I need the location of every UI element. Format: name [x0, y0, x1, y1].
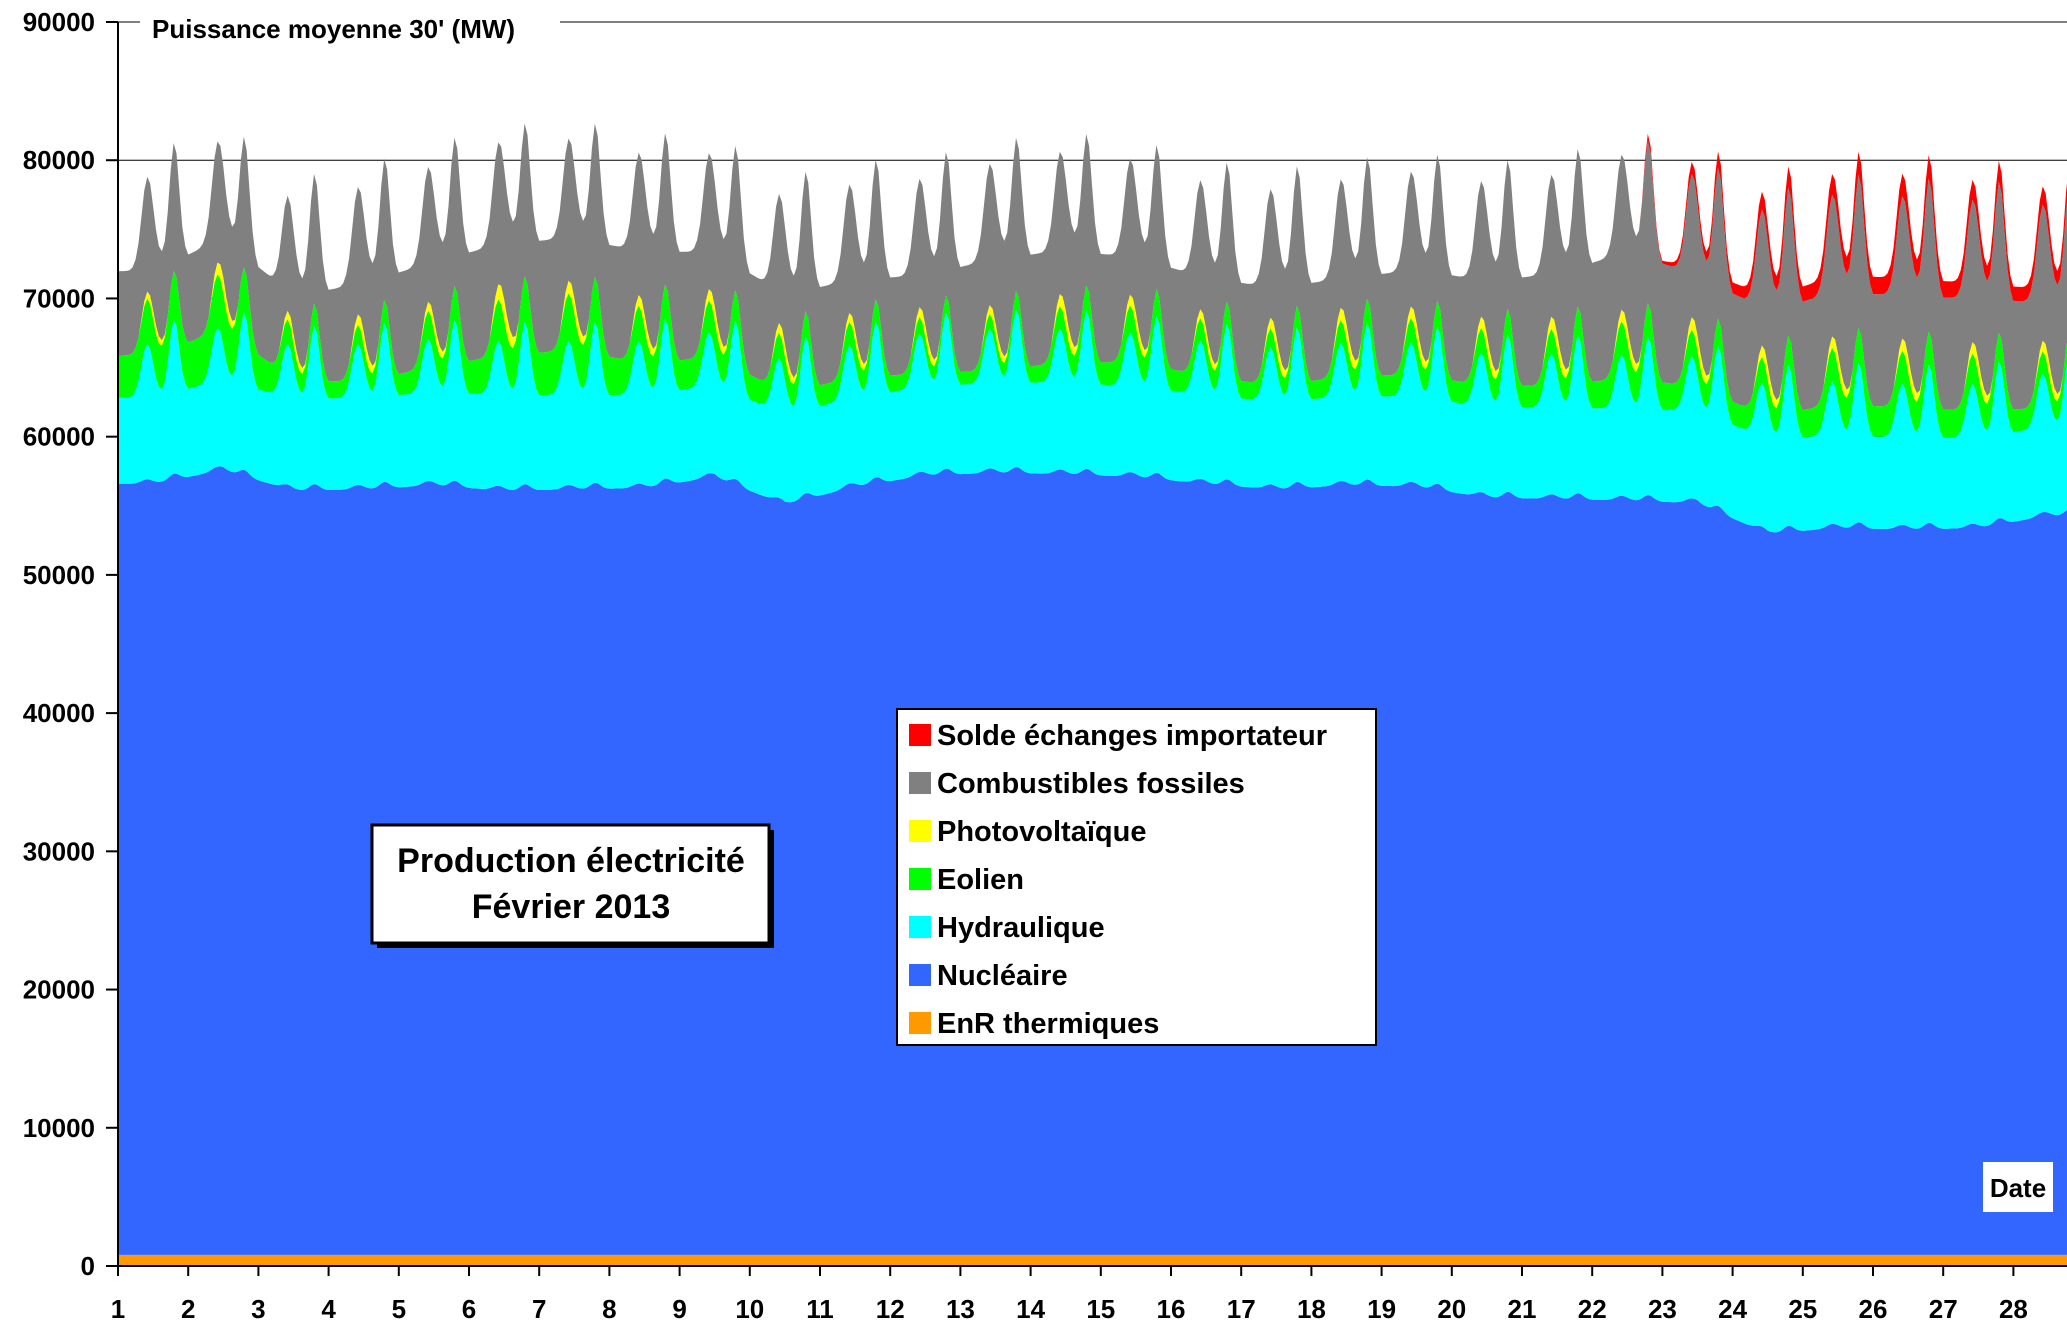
x-tick-label: 13: [946, 1294, 975, 1324]
legend-swatch: [909, 964, 931, 986]
area-series: [118, 262, 2067, 411]
x-tick-label: 18: [1297, 1294, 1326, 1324]
x-tick-label: 5: [392, 1294, 406, 1324]
x-tick-label: 11: [806, 1294, 834, 1324]
area-series: [118, 123, 2067, 302]
x-axis-label: Date: [1990, 1173, 2046, 1203]
title-box: [370, 823, 771, 945]
x-tick-label: 12: [876, 1294, 905, 1324]
x-tick-label: 8: [602, 1294, 616, 1324]
legend-label: Hydraulique: [937, 912, 1105, 944]
legend-swatch: [909, 820, 931, 842]
legend-swatch: [909, 772, 931, 794]
legend-label: Combustibles fossiles: [937, 768, 1245, 800]
y-tick-label: 0: [81, 1251, 95, 1281]
y-axis-label-bg: [140, 10, 560, 44]
legend-label: Photovoltaïque: [937, 816, 1146, 848]
legend-swatch: [909, 916, 931, 938]
x-tick-label: 23: [1648, 1294, 1677, 1324]
x-tick-label: 27: [1929, 1294, 1958, 1324]
y-tick-label: 30000: [23, 836, 95, 866]
x-tick-label: 19: [1367, 1294, 1396, 1324]
y-axis-label: Puissance moyenne 30' (MW): [152, 14, 515, 44]
y-tick-label: 90000: [23, 7, 95, 37]
x-tick-label: 24: [1718, 1294, 1747, 1324]
legend-box: [896, 708, 1377, 1046]
x-tick-label: 4: [321, 1294, 336, 1324]
x-tick-label: 6: [462, 1294, 476, 1324]
legend-label: Nucléaire: [937, 960, 1068, 992]
y-tick-label: 60000: [23, 422, 95, 452]
x-tick-label: 1: [111, 1294, 125, 1324]
y-tick-labels: 0 10000 20000 30000 40000 50000 60000 70000 8000…: [23, 7, 118, 1281]
x-tick-label: 10: [735, 1294, 764, 1324]
area-series: [118, 1254, 2067, 1266]
legend-label: Solde échanges importateur: [937, 720, 1327, 752]
legend-label: Eolien: [937, 864, 1024, 896]
legend-swatch: [909, 1012, 931, 1034]
x-tick-label: 7: [532, 1294, 546, 1324]
x-tick-label: 15: [1086, 1294, 1115, 1324]
x-tick-label: 20: [1437, 1294, 1466, 1324]
axes: [117, 22, 2067, 1267]
chart-title: Production électricité: [397, 842, 745, 880]
x-tick-label: 3: [251, 1294, 265, 1324]
y-tick-label: 40000: [23, 698, 95, 728]
x-tick-label: 14: [1016, 1294, 1045, 1324]
x-tick-label: 21: [1508, 1294, 1537, 1324]
legend-swatch: [909, 868, 931, 890]
x-tick-label: 25: [1788, 1294, 1817, 1324]
x-tick-label: 9: [672, 1294, 686, 1324]
y-tick-label: 80000: [23, 145, 95, 175]
area-series: [118, 123, 2067, 411]
x-tick-label: 17: [1227, 1294, 1256, 1324]
legend-label: EnR thermiques: [937, 1008, 1159, 1040]
x-tick-label: 22: [1578, 1294, 1607, 1324]
y-tick-label: 20000: [23, 975, 95, 1005]
x-tick-labels: 1 2 3 4 5 6 7 8 9 10 11 12 13 14 15 16 17 18 19 20 21 22 23 24 2…: [111, 1266, 2028, 1324]
chart-subtitle: Février 2013: [472, 888, 671, 926]
y-tick-label: 10000: [23, 1113, 95, 1143]
legend-swatch: [909, 724, 931, 746]
legend: Solde échanges importateur Combustibles f…: [896, 708, 1377, 1046]
stacked-areas: [118, 123, 2067, 1266]
y-tick-label: 70000: [23, 283, 95, 313]
x-tick-label: 26: [1859, 1294, 1888, 1324]
y-tick-label: 50000: [23, 560, 95, 590]
x-tick-label: 2: [181, 1294, 195, 1324]
x-tick-label: 28: [1999, 1294, 2028, 1324]
area-series: [118, 309, 2067, 533]
area-series: [118, 266, 2067, 438]
x-tick-label: 16: [1157, 1294, 1186, 1324]
x-axis-label-bg: [1983, 1162, 2053, 1212]
